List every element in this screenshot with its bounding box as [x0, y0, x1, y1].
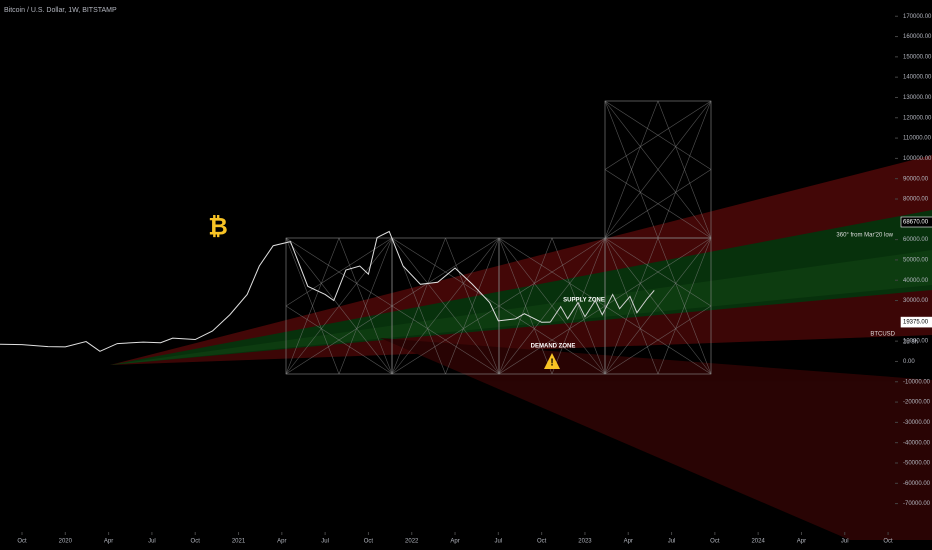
x-tick-label: Oct [883, 539, 893, 545]
box-line [657, 237, 712, 375]
y-tick-label: 130000.00 [903, 95, 932, 101]
chart-title: Bitcoin / U.S. Dollar, 1W, BITSTAMP [4, 7, 117, 14]
warning-icon [544, 353, 560, 369]
y-tick-label: 100000.00 [903, 156, 932, 162]
box-line [285, 237, 340, 375]
box-line [657, 100, 712, 239]
y-tick-label: 120000.00 [903, 115, 932, 121]
box-line [285, 305, 393, 375]
y-tick-label: 60000.00 [903, 237, 929, 243]
box-line [285, 237, 393, 375]
y-tick-label: 160000.00 [903, 34, 932, 40]
box-line [604, 100, 712, 170]
countdown: 2d 9h [903, 340, 918, 346]
x-tick-label: Oct [364, 539, 374, 545]
x-tick-label: Jul [321, 539, 329, 545]
x-tick-label: Apr [450, 539, 459, 545]
x-tick-label: Jul [148, 539, 156, 545]
box-line [498, 237, 606, 307]
box-line [445, 237, 500, 375]
x-tick-label: 2020 [59, 539, 73, 545]
box-line [551, 237, 606, 375]
box-line [498, 237, 606, 375]
y-tick-label: -50000.00 [903, 461, 931, 467]
y-tick-label: 80000.00 [903, 197, 929, 203]
box-line [604, 237, 712, 375]
box-line [604, 237, 712, 307]
x-tick-label: Apr [624, 539, 633, 545]
x-tick-label: Jul [841, 539, 849, 545]
x-tick-label: Oct [537, 539, 547, 545]
y-tick-label: 0.00 [903, 359, 915, 365]
y-tick-label: 90000.00 [903, 176, 929, 182]
y-tick-label: 50000.00 [903, 258, 929, 264]
bitcoin-symbol: ₿ [208, 213, 228, 240]
price-label: 68670.00 [903, 220, 929, 226]
x-tick-label: 2023 [578, 539, 592, 545]
y-tick-label: -60000.00 [903, 481, 931, 487]
projection-line [549, 290, 655, 323]
y-tick-label: 150000.00 [903, 54, 932, 60]
x-tick-label: Apr [104, 539, 113, 545]
y-tick-label: 140000.00 [903, 75, 932, 81]
box-line [498, 305, 606, 375]
box-line [604, 305, 712, 375]
geometric-grid [285, 100, 712, 375]
y-tick-label: 10000.00 [903, 339, 929, 345]
price-label-box [900, 316, 932, 328]
y-tick-label: 40000.00 [903, 278, 929, 284]
fan-label: 360° from Mar'20 low [836, 233, 893, 239]
price-label: 19375.00 [903, 320, 929, 326]
supply-zone-label: SUPPLY ZONE [563, 298, 605, 304]
x-tick-label: Jul [668, 539, 676, 545]
box-line [604, 237, 659, 375]
y-tick-label: -30000.00 [903, 420, 931, 426]
y-tick-label: -10000.00 [903, 379, 931, 385]
box-line [391, 305, 500, 375]
x-tick-label: Oct [17, 539, 27, 545]
y-tick-label: 30000.00 [903, 298, 929, 304]
x-tick-label: Oct [710, 539, 720, 545]
y-tick-label: 110000.00 [903, 136, 932, 142]
box-line [338, 237, 393, 375]
demand-zone-label: DEMAND ZONE [531, 344, 576, 350]
box-line [604, 169, 712, 239]
symbol-label: BTCUSD [870, 332, 895, 338]
x-tick-label: Jul [495, 539, 503, 545]
y-tick-label: 170000.00 [903, 14, 932, 20]
x-tick-label: 2024 [751, 539, 765, 545]
box-line [391, 237, 500, 375]
y-tick-label: -70000.00 [903, 501, 931, 507]
price-line [0, 230, 551, 352]
x-tick-label: 2021 [232, 539, 246, 545]
y-tick-label: -20000.00 [903, 400, 931, 406]
warning-mark: ! [550, 358, 553, 369]
box-line [498, 237, 553, 375]
price-label-box [900, 216, 932, 228]
box-line [391, 237, 500, 307]
x-tick-label: Apr [797, 539, 806, 545]
x-tick-label: 2022 [405, 539, 419, 545]
box-line [604, 100, 659, 239]
y-tick-label: -40000.00 [903, 440, 931, 446]
box-line [604, 100, 712, 239]
box-line [391, 237, 446, 375]
x-tick-label: Oct [191, 539, 201, 545]
x-tick-label: Apr [277, 539, 286, 545]
